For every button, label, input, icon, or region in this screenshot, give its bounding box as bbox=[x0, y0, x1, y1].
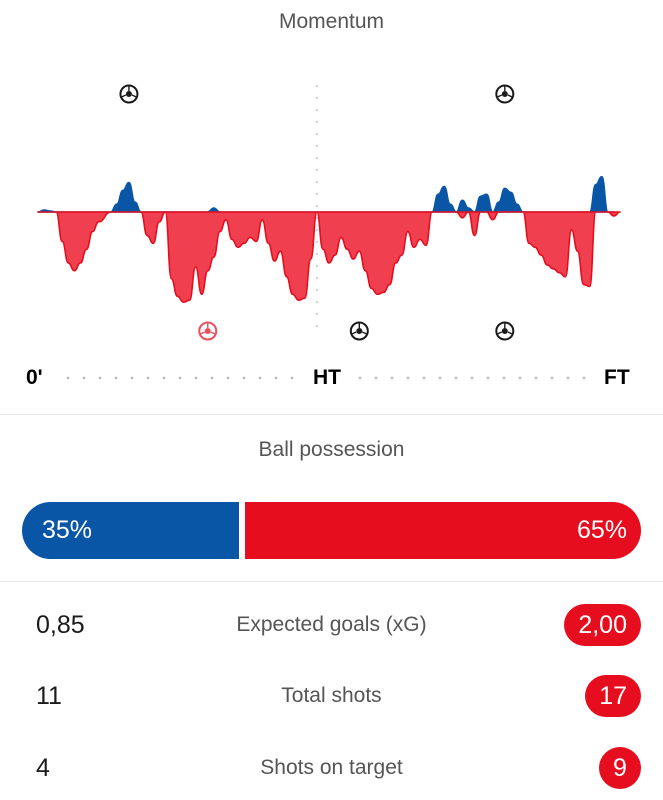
stat-row-shots-on-target[interactable]: Shots on target 4 9 bbox=[0, 744, 663, 792]
time-axis-dot bbox=[550, 376, 554, 380]
stat-label: Total shots bbox=[281, 684, 382, 707]
time-axis-dot bbox=[242, 376, 246, 380]
momentum-title: Momentum bbox=[278, 10, 385, 33]
half-time-marker-dot bbox=[315, 132, 318, 136]
time-axis-dot bbox=[226, 376, 230, 380]
time-axis-dot bbox=[374, 376, 378, 380]
time-axis-dot bbox=[454, 376, 458, 380]
half-time-marker-dot bbox=[315, 84, 318, 88]
possession-bar-away: 65% bbox=[245, 502, 641, 559]
time-axis-dot bbox=[534, 376, 538, 380]
soccer-ball-icon bbox=[198, 321, 218, 341]
time-axis-dot bbox=[274, 376, 278, 380]
half-time-marker-dot bbox=[315, 300, 318, 304]
stat-home-value: 4 bbox=[36, 754, 50, 782]
time-axis-dot bbox=[130, 376, 134, 380]
momentum-area-home bbox=[37, 175, 615, 213]
time-axis-dot bbox=[582, 376, 586, 380]
half-time-marker-dot bbox=[315, 276, 318, 280]
stat-label: Expected goals (xG) bbox=[236, 613, 427, 636]
time-axis-dot bbox=[438, 376, 442, 380]
time-axis-dot bbox=[390, 376, 394, 380]
half-time-marker-dot bbox=[315, 228, 318, 232]
time-axis-dot bbox=[290, 376, 294, 380]
soccer-ball-icon bbox=[495, 321, 515, 341]
possession-title: Ball possession bbox=[258, 438, 405, 461]
possession-divider bbox=[0, 581, 663, 582]
time-axis-dot bbox=[486, 376, 490, 380]
time-axis-dot bbox=[518, 376, 522, 380]
stat-row-total-shots[interactable]: Total shots 11 17 bbox=[0, 672, 663, 720]
time-axis-dot bbox=[114, 376, 118, 380]
axis-label-half-time: HT bbox=[313, 366, 341, 389]
soccer-ball-icon bbox=[495, 84, 515, 104]
time-axis-dot bbox=[406, 376, 410, 380]
half-time-marker-dot bbox=[315, 192, 318, 196]
stat-away-value: 9 bbox=[599, 747, 641, 789]
stat-away-value: 17 bbox=[585, 675, 641, 717]
half-time-marker-dot bbox=[315, 156, 318, 160]
possession-bar-home: 35% bbox=[22, 502, 239, 559]
time-axis-dot bbox=[178, 376, 182, 380]
time-axis-dot bbox=[502, 376, 506, 380]
time-axis-dot bbox=[66, 376, 70, 380]
momentum-area-away bbox=[37, 211, 621, 303]
half-time-marker-dot bbox=[315, 96, 318, 100]
time-axis-dot bbox=[194, 376, 198, 380]
momentum-chart bbox=[37, 84, 621, 380]
stat-label: Shots on target bbox=[260, 756, 403, 779]
time-axis-dot bbox=[258, 376, 262, 380]
time-axis-dot bbox=[98, 376, 102, 380]
axis-label-full-time: FT bbox=[604, 366, 630, 389]
half-time-marker-dot bbox=[315, 120, 318, 124]
half-time-marker-dot bbox=[315, 324, 318, 328]
half-time-marker-dot bbox=[315, 252, 318, 256]
stat-home-value: 0,85 bbox=[36, 611, 85, 639]
time-axis-dot bbox=[422, 376, 426, 380]
time-axis-dot bbox=[566, 376, 570, 380]
stat-home-value: 11 bbox=[36, 682, 62, 710]
stat-away-value: 2,00 bbox=[564, 604, 641, 646]
half-time-marker-dot bbox=[315, 108, 318, 112]
axis-label-start: 0' bbox=[26, 366, 43, 389]
half-time-marker-dot bbox=[315, 168, 318, 172]
time-axis-dot bbox=[82, 376, 86, 380]
half-time-marker-dot bbox=[315, 216, 318, 220]
stat-row-expected-goals[interactable]: Expected goals (xG) 0,85 2,00 bbox=[0, 601, 663, 649]
time-axis-dot bbox=[146, 376, 150, 380]
half-time-marker-dot bbox=[315, 264, 318, 268]
time-axis-dot bbox=[162, 376, 166, 380]
soccer-ball-icon bbox=[119, 84, 139, 104]
half-time-marker-dot bbox=[315, 180, 318, 184]
half-time-marker-dot bbox=[315, 312, 318, 316]
soccer-ball-icon bbox=[349, 321, 369, 341]
half-time-marker-dot bbox=[315, 240, 318, 244]
time-axis-dot bbox=[358, 376, 362, 380]
section-divider bbox=[0, 414, 663, 415]
time-axis-dot bbox=[470, 376, 474, 380]
half-time-marker-dot bbox=[315, 204, 318, 208]
half-time-marker-dot bbox=[315, 288, 318, 292]
half-time-marker-dot bbox=[315, 144, 318, 148]
time-axis-dot bbox=[210, 376, 214, 380]
